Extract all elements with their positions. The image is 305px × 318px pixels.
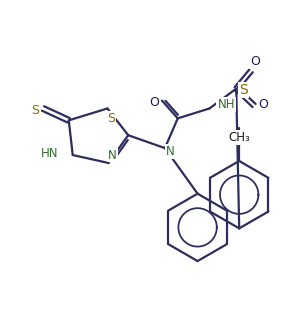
- Text: NH: NH: [217, 98, 235, 111]
- Text: HN: HN: [41, 147, 59, 160]
- Text: CH₃: CH₃: [228, 131, 250, 144]
- Text: N: N: [166, 145, 174, 158]
- Text: O: O: [250, 55, 260, 68]
- Text: S: S: [107, 112, 115, 125]
- Text: O: O: [258, 98, 268, 111]
- Text: O: O: [149, 96, 159, 109]
- Text: N: N: [108, 149, 117, 162]
- Text: S: S: [239, 83, 248, 97]
- Text: S: S: [31, 104, 39, 117]
